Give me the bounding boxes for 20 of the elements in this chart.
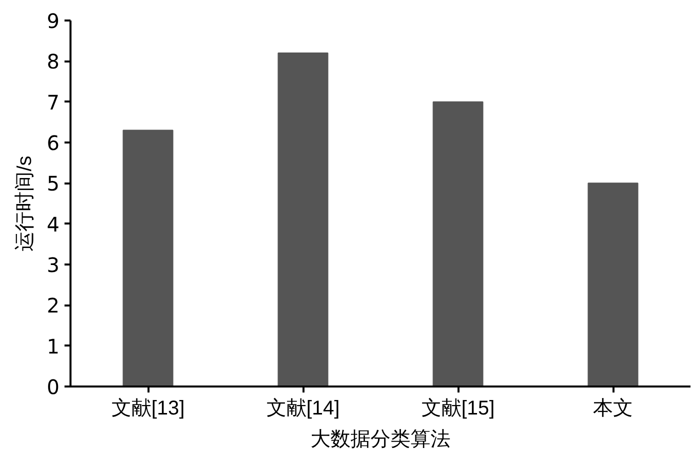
x-axis-title: 大数据分类算法: [310, 428, 450, 450]
bar: [122, 130, 174, 386]
y-tick-label: 6: [46, 131, 60, 155]
y-tick-label: 2: [46, 294, 60, 318]
y-tick-label: 4: [46, 212, 60, 236]
y-tick-label: 5: [46, 172, 60, 196]
bar: [278, 52, 328, 386]
y-tick-label: 8: [46, 50, 60, 74]
x-tick-label: 文献[14]: [266, 398, 340, 420]
x-tick-label: 本文: [593, 398, 633, 420]
bar: [432, 101, 484, 386]
y-axis-title: 运行时间/s: [14, 156, 36, 252]
x-tick-label: 文献[13]: [111, 398, 185, 420]
y-tick-label: 9: [46, 9, 60, 33]
y-tick-label: 7: [46, 90, 60, 114]
y-tick-label: 0: [46, 375, 60, 399]
x-tick-label: 文献[15]: [421, 398, 495, 420]
bar: [588, 182, 638, 386]
y-tick-label: 1: [46, 334, 60, 358]
y-tick-label: 3: [46, 253, 60, 277]
